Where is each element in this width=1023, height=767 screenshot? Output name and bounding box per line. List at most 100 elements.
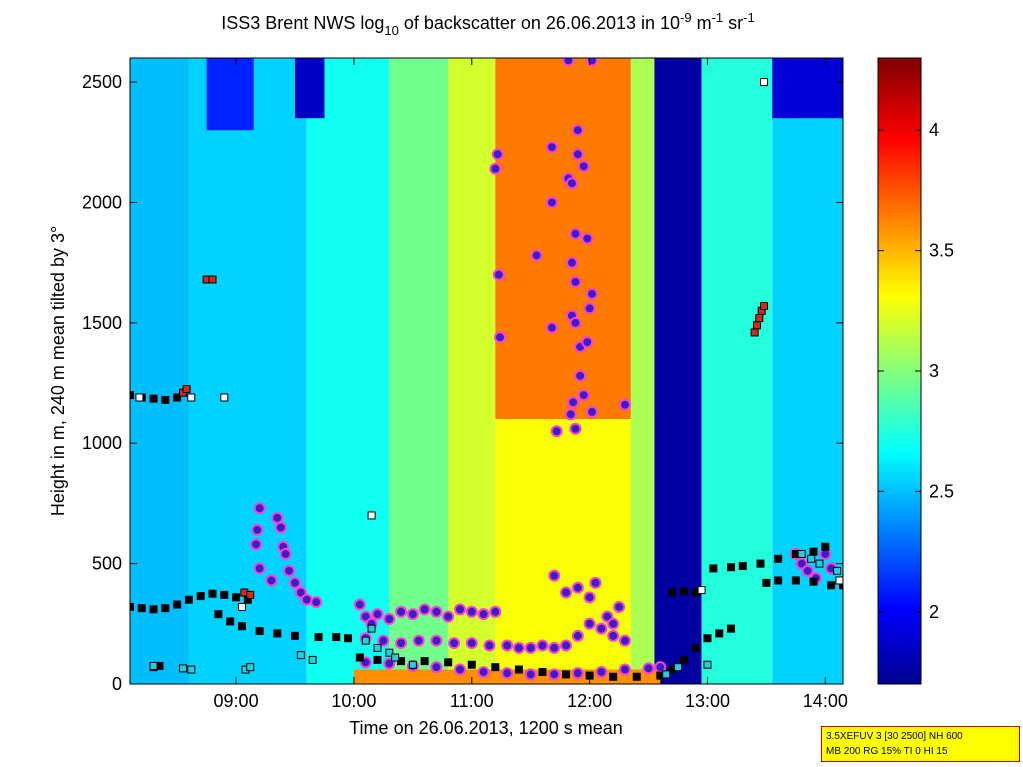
data-point [569, 316, 582, 329]
colorbar-tick-label: 4 [929, 120, 939, 140]
y-tick-label: 2500 [82, 72, 122, 92]
data-point [585, 287, 598, 300]
series-aerosol-layer-circles [250, 58, 838, 630]
data-point [585, 405, 598, 418]
data-point [809, 547, 818, 556]
data-point [208, 275, 217, 284]
heatmap-region [448, 58, 496, 684]
data-point [453, 663, 466, 676]
heatmap-region [389, 58, 449, 684]
info-box-line-1: 3.5XEFUV 3 [30 2500] NH 600 [826, 731, 963, 742]
data-point [581, 336, 594, 349]
colorbar [877, 57, 922, 685]
data-point [760, 301, 769, 310]
data-point [679, 655, 688, 664]
data-point [448, 637, 461, 650]
data-point [465, 605, 478, 618]
data-point [545, 141, 558, 154]
data-point [583, 591, 596, 604]
x-axis-label: Time on 26.06.2013, 1200 s mean [349, 718, 623, 738]
data-point [703, 634, 712, 643]
y-tick-label: 0 [112, 674, 122, 694]
data-point [246, 590, 255, 599]
data-point [332, 633, 341, 642]
data-point [607, 617, 620, 630]
data-point [835, 576, 843, 585]
data-point [548, 641, 561, 654]
data-point [715, 629, 724, 638]
heatmap-region [654, 58, 702, 684]
data-point [494, 331, 507, 344]
data-point [274, 521, 287, 534]
data-point [827, 581, 836, 590]
data-point [300, 593, 313, 606]
data-point [752, 321, 761, 330]
data-point [137, 604, 146, 613]
marker-layer [130, 58, 843, 681]
data-point [550, 425, 563, 438]
data-point [514, 665, 523, 674]
data-point [246, 663, 255, 672]
series-cloud-base-red [179, 275, 769, 599]
heatmap-layer [130, 58, 843, 684]
data-point [538, 667, 547, 676]
data-point [353, 598, 366, 611]
data-point [833, 566, 842, 575]
data-point [662, 670, 671, 679]
y-tick-label: 1500 [82, 313, 122, 333]
plot-frame [129, 57, 844, 685]
data-point [679, 587, 688, 596]
data-point [367, 624, 376, 633]
x-tick-label: 12:00 [567, 691, 612, 711]
colorbar-tick-label: 3 [929, 361, 939, 381]
data-point [595, 622, 608, 635]
data-point [609, 672, 618, 681]
data-point [308, 655, 317, 664]
data-point [581, 232, 594, 245]
data-point [355, 653, 364, 662]
data-point [774, 576, 783, 585]
data-point [524, 668, 537, 681]
data-point [182, 385, 191, 394]
data-point [161, 604, 170, 613]
data-point [310, 596, 323, 609]
data-point [406, 608, 419, 621]
data-point [489, 162, 502, 175]
data-point [444, 658, 453, 667]
data-point [583, 302, 596, 315]
data-point [465, 637, 478, 650]
data-point [220, 590, 229, 599]
series-cloud-base-white [135, 78, 843, 611]
data-point [250, 538, 263, 551]
data-point [595, 665, 608, 678]
data-point [253, 502, 266, 515]
data-point [618, 398, 631, 411]
data-point [130, 391, 134, 400]
data-point [577, 389, 590, 402]
data-point [691, 643, 700, 652]
data-point [430, 634, 443, 647]
data-point [491, 148, 504, 161]
info-box-line-2: MB 200 RG 15% TI 0 HI 15 [826, 746, 948, 757]
x-tick-label: 14:00 [803, 691, 848, 711]
data-point [801, 564, 814, 577]
data-point [774, 554, 783, 563]
data-point [395, 605, 408, 618]
data-point [477, 665, 490, 678]
heatmap-region [772, 58, 843, 684]
data-point [395, 637, 408, 650]
y-tick-label: 2000 [82, 192, 122, 212]
data-point [738, 562, 747, 571]
data-point [208, 589, 217, 598]
data-point [367, 511, 376, 520]
data-point [314, 633, 323, 642]
data-point [187, 393, 196, 402]
data-point [149, 661, 158, 670]
data-point [149, 394, 158, 403]
data-point [442, 610, 455, 623]
data-point [283, 564, 296, 577]
data-point [214, 610, 223, 619]
series-aerosol-band [353, 598, 667, 681]
data-point [618, 663, 631, 676]
data-point [839, 581, 843, 590]
